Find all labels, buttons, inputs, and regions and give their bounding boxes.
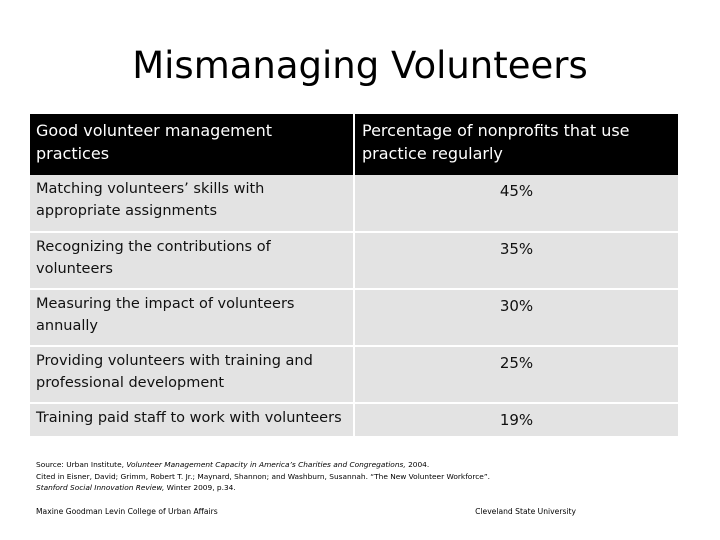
percent-cell: 25%	[354, 346, 678, 404]
header-practices: Good volunteer management practices	[30, 114, 355, 175]
table-row: Matching volunteers’ skills with appropr…	[30, 175, 678, 233]
source-journal: Stanford Social Innovation Review,	[36, 483, 165, 492]
source-line-2: Cited in Eisner, David; Grimm, Robert T.…	[36, 471, 490, 481]
table-row: Providing volunteers with training and p…	[30, 346, 678, 404]
practice-cell: Matching volunteers’ skills with appropr…	[30, 175, 355, 233]
percent-cell: 45%	[354, 175, 678, 233]
slide-title: Mismanaging Volunteers	[132, 44, 588, 87]
footer-university: Cleveland State University	[475, 507, 576, 516]
source-prefix: Source: Urban Institute,	[36, 460, 127, 469]
footer-college: Maxine Goodman Levin College of Urban Af…	[36, 507, 218, 516]
percent-cell: 19%	[354, 403, 678, 438]
source-citation: Source: Urban Institute, Volunteer Manag…	[36, 459, 676, 494]
source-line-3: Stanford Social Innovation Review, Winte…	[36, 482, 676, 494]
header-percentage: Percentage of nonprofits that use practi…	[354, 114, 678, 175]
source-year: 2004.	[405, 460, 430, 469]
source-line-1: Source: Urban Institute, Volunteer Manag…	[36, 459, 676, 471]
source-publication-title: Volunteer Management Capacity in America…	[126, 460, 406, 469]
table-row: Measuring the impact of volunteers annua…	[30, 289, 678, 347]
practice-cell: Recognizing the contributions of volunte…	[30, 232, 355, 290]
table-header-row: Good volunteer management practices Perc…	[30, 114, 678, 175]
table-row: Training paid staff to work with volunte…	[30, 403, 678, 438]
practices-table: Good volunteer management practices Perc…	[30, 114, 678, 438]
practice-cell: Providing volunteers with training and p…	[30, 346, 355, 404]
practice-cell: Training paid staff to work with volunte…	[30, 403, 355, 438]
percent-cell: 30%	[354, 289, 678, 347]
percent-cell: 35%	[354, 232, 678, 290]
table-row: Recognizing the contributions of volunte…	[30, 232, 678, 290]
source-issue: Winter 2009, p.34.	[164, 483, 236, 492]
practice-cell: Measuring the impact of volunteers annua…	[30, 289, 355, 347]
